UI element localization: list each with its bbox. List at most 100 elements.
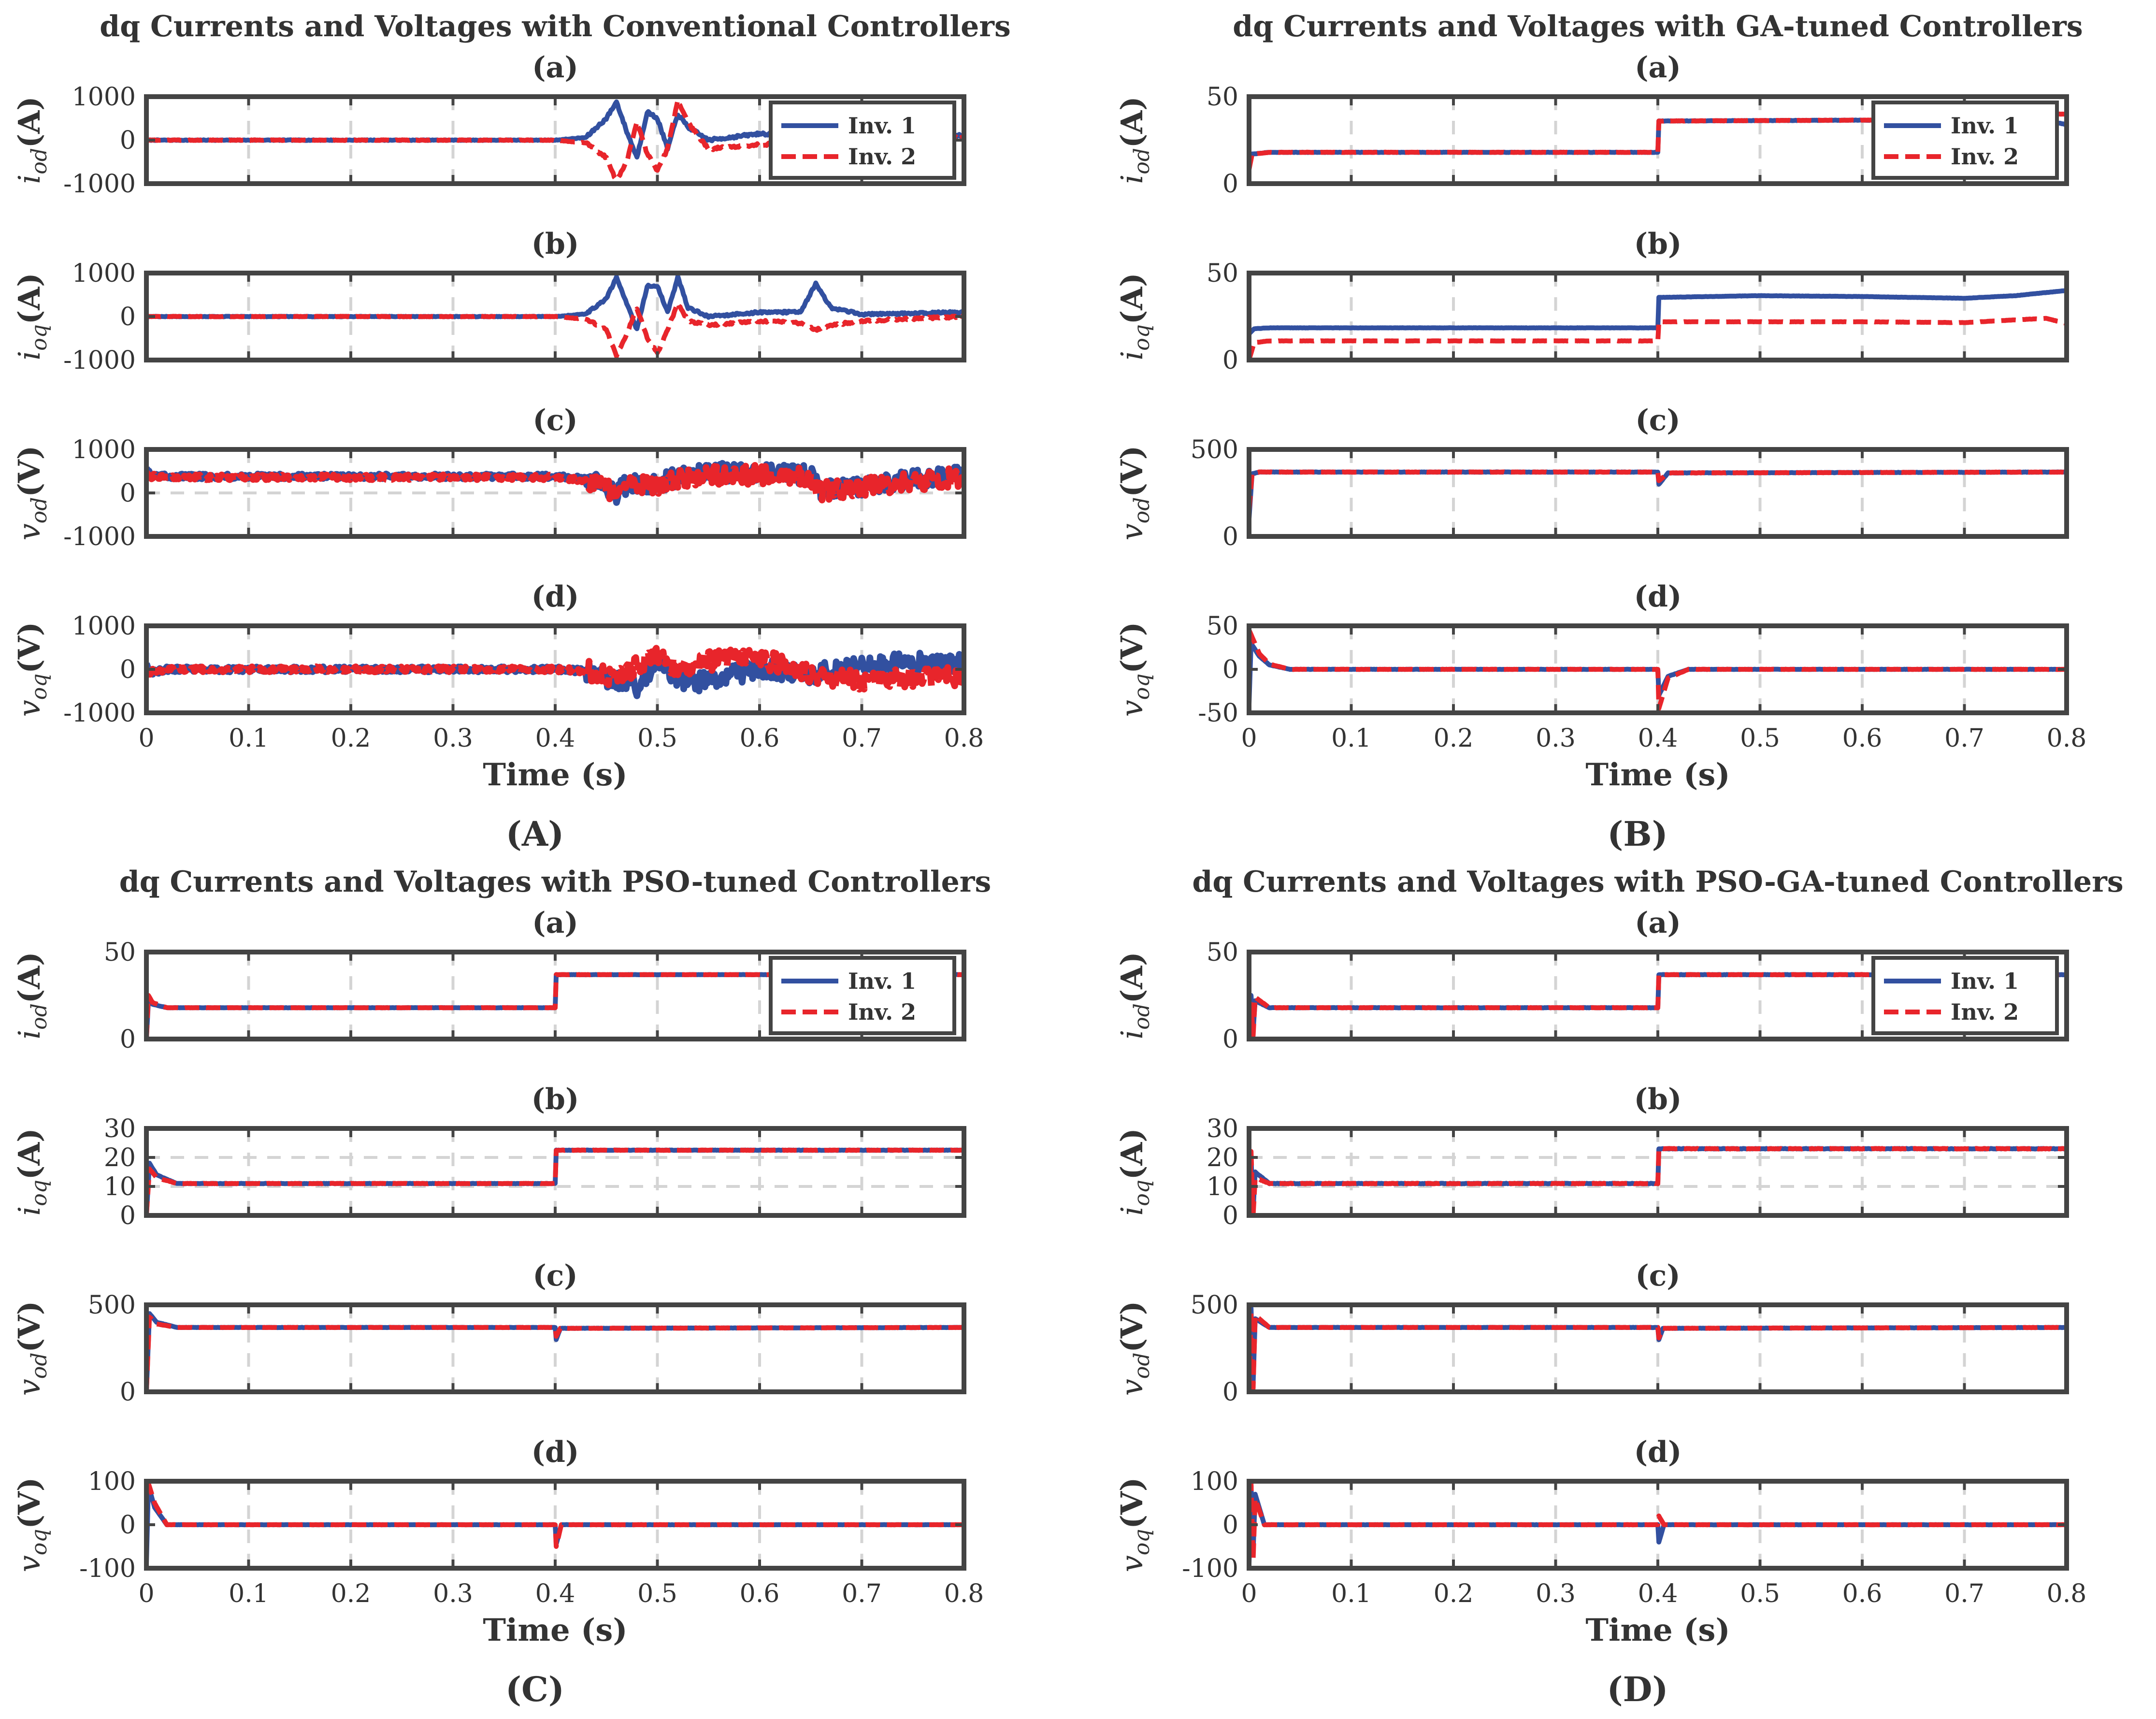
y-label-symbol: i — [1114, 1030, 1150, 1040]
legend-box — [769, 101, 956, 180]
y-label-subscript: od — [1130, 148, 1154, 174]
x-tick-label: 0.5 — [1740, 724, 1780, 753]
series-2-line — [146, 301, 964, 359]
gridlines — [146, 1128, 964, 1215]
series-2-line — [1249, 1309, 2067, 1392]
x-tick-label: 0.8 — [2047, 724, 2087, 753]
x-tick-label: 0.3 — [433, 1579, 473, 1608]
x-axis-label: Time (s) — [483, 1612, 627, 1648]
subplot-label: (d) — [532, 580, 579, 614]
legend: Inv. 1 Inv. 2 — [1871, 956, 2059, 1035]
y-tick-label: 0 — [1222, 1378, 1238, 1407]
y-label-symbol: v — [12, 1379, 47, 1396]
chart-title: dq Currents and Voltages with Convention… — [100, 10, 1011, 43]
x-tick-label: 0.5 — [637, 724, 677, 753]
x-tick-label: 0.2 — [331, 724, 371, 753]
y-tick-label: 0 — [120, 479, 136, 508]
y-label-unit: (A) — [12, 1128, 47, 1180]
series-lines — [146, 645, 964, 699]
x-tick-label: 0 — [138, 1579, 154, 1608]
series-lines — [146, 274, 964, 359]
x-tick-label: 0.2 — [331, 1579, 371, 1608]
subplot-label: (a) — [1635, 51, 1681, 85]
y-axis-label: iod(A) — [1114, 96, 1154, 184]
legend-box — [769, 956, 956, 1035]
x-tick-label: 0.6 — [1842, 1579, 1883, 1608]
y-tick-label: 20 — [1207, 1143, 1238, 1172]
subplot-label: (c) — [532, 404, 577, 437]
x-tick-label: 0.8 — [944, 724, 984, 753]
gridlines — [247, 1481, 863, 1568]
x-axis-label: Time (s) — [1585, 757, 1730, 793]
y-label-unit: (V) — [1114, 1477, 1150, 1529]
y-label-unit: (A) — [1114, 1128, 1150, 1180]
y-label-symbol: v — [12, 700, 47, 717]
x-tick-label: 0.4 — [535, 1579, 575, 1608]
subplot-label: (a) — [532, 51, 578, 85]
y-tick-label: 0 — [1222, 346, 1238, 375]
series-lines — [146, 1311, 964, 1392]
y-tick-label: 0 — [120, 126, 136, 155]
x-tick-label: 0.5 — [1740, 1579, 1780, 1608]
y-tick-label: -1000 — [63, 346, 136, 375]
chart-title: dq Currents and Voltages with GA-tuned C… — [1233, 10, 2083, 43]
subplot-a: (a) 50 0 iod(A) Inv. 1 Inv. 2 — [1114, 51, 2069, 199]
x-tick-label: 0.4 — [535, 724, 575, 753]
y-label-subscript: oq — [27, 674, 52, 700]
y-tick-label: 0 — [120, 1511, 136, 1540]
y-label-subscript: oq — [27, 324, 52, 351]
series-1-line — [1249, 288, 2067, 336]
subplot-a: (a) 50 0 iod(A) Inv. 1 Inv. 2 — [1114, 906, 2069, 1054]
series-lines — [1249, 629, 2067, 711]
y-label-unit: (A) — [12, 273, 47, 324]
chart-A: dq Currents and Voltages with Convention… — [12, 10, 1011, 793]
subplot-label: (b) — [532, 1083, 579, 1116]
x-tick-label: 0 — [1241, 1579, 1257, 1608]
y-label-symbol: v — [1114, 1555, 1150, 1572]
x-tick-label: 0.4 — [1638, 724, 1678, 753]
legend-box — [1871, 101, 2059, 180]
y-label-unit: (V) — [1114, 1301, 1150, 1353]
series-2-line — [1249, 1146, 2067, 1215]
series-lines — [146, 460, 964, 506]
gridlines — [1350, 449, 1966, 536]
series-2-line — [1249, 469, 2067, 511]
y-label-subscript: oq — [1130, 1529, 1154, 1556]
legend-label-2: Inv. 2 — [848, 144, 916, 170]
y-tick-label: 0 — [1222, 1025, 1238, 1054]
y-tick-label: 500 — [88, 1291, 136, 1320]
subplot-c: (c) 500 0 vod(V) — [1114, 404, 2069, 551]
chart-B: dq Currents and Voltages with GA-tuned C… — [1114, 10, 2086, 793]
y-tick-label: 0 — [120, 303, 136, 332]
series-2-line — [146, 1147, 964, 1215]
y-tick-label: 30 — [1207, 1114, 1238, 1143]
y-tick-label: 1000 — [72, 83, 136, 112]
series-2-line — [146, 645, 964, 693]
subplot-b: (b) 50 0 ioq(A) — [1114, 227, 2069, 375]
subplot-label: (d) — [532, 1435, 579, 1469]
y-tick-label: 0 — [1222, 170, 1238, 199]
legend-label-1: Inv. 1 — [1951, 968, 2019, 994]
series-lines — [146, 1481, 964, 1564]
x-tick-label: 0.1 — [1331, 1579, 1371, 1608]
gridlines — [247, 273, 863, 360]
legend-label-1: Inv. 1 — [848, 968, 916, 994]
y-label-symbol: v — [12, 523, 47, 540]
legend-label-2: Inv. 2 — [1951, 144, 2019, 170]
x-tick-label: 0.3 — [1536, 724, 1576, 753]
y-axis-label: voq(V) — [1114, 1477, 1154, 1572]
subplot-c: (c) 500 0 vod(V) — [12, 1259, 966, 1407]
series-2-line — [146, 1481, 964, 1549]
y-label-subscript: od — [27, 1353, 52, 1379]
series-2-line — [146, 972, 964, 1039]
y-tick-label: -50 — [1198, 699, 1238, 728]
y-tick-label: 50 — [104, 938, 136, 967]
y-label-unit: (A) — [12, 952, 47, 1003]
legend-label-2: Inv. 2 — [848, 999, 916, 1025]
gridlines — [1350, 273, 1966, 360]
y-label-unit: (V) — [1114, 622, 1150, 674]
legend: Inv. 1 Inv. 2 — [769, 101, 956, 180]
y-label-symbol: i — [1114, 174, 1150, 184]
